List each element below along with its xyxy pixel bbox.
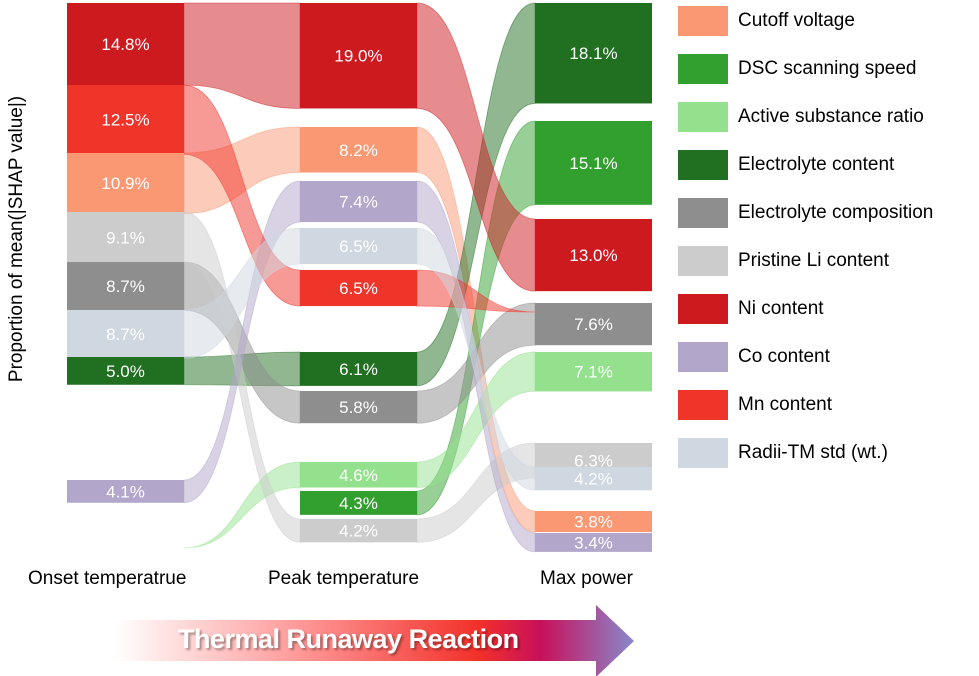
node-value-label: 18.1% [569,44,617,63]
node-value-label: 5.8% [339,398,378,417]
flow-ni-content-1-2 [183,2,301,109]
node-value-label: 12.5% [101,111,149,130]
node-value-label: 8.2% [339,141,378,160]
node-pristine-li-content-col1 [67,212,184,263]
legend-item: Pristine Li content [678,243,933,291]
node-value-label: 5.0% [106,362,145,381]
node-pristine-li-content-col2 [300,519,417,543]
node-value-label: 4.1% [106,482,145,501]
y-axis-label: Proportion of mean(|SHAP value|) [6,95,27,383]
legend-item: Electrolyte content [678,147,933,195]
node-radii-tm-std-wt-col1 [67,310,184,359]
legend-item: Mn content [678,387,933,435]
legend-label: Pristine Li content [738,250,890,271]
node-value-label: 6.1% [339,360,378,379]
node-electrolyte-content-col3 [535,3,652,104]
flow-links [183,2,536,553]
thermal-runaway-arrow [115,605,634,676]
legend-swatch [678,390,728,420]
column-label-onset: Onset temperatrue [28,568,187,589]
legend-swatch [678,150,728,180]
legend-swatch [678,54,728,84]
legend-swatch [678,294,728,324]
legend-label: Active substance ratio [738,106,924,127]
legend-item: Co content [678,339,933,387]
node-value-label: 9.1% [106,228,145,247]
node-value-label: 6.3% [574,451,613,470]
legend-swatch [678,198,728,228]
node-value-label: 8.7% [106,277,145,296]
legend-swatch [678,438,728,468]
node-ni-content-col2 [300,3,417,109]
legend-label: Mn content [738,394,832,415]
node-cutoff-voltage-col3 [535,511,652,533]
node-value-label: 10.9% [101,174,149,193]
node-cutoff-voltage-col1 [67,153,184,214]
legend-item: Ni content [678,291,933,339]
node-value-label: 7.1% [574,363,613,382]
node-value-label: 13.0% [569,246,617,265]
legend-item: Radii-TM std (wt.) [678,435,933,483]
node-value-label: 3.8% [574,513,613,532]
node-electrolyte-composition-col1 [67,262,184,311]
legend-item: Electrolyte composition [678,195,933,243]
node-ni-content-col3 [535,219,652,292]
legend-label: Electrolyte content [738,154,895,175]
node-value-label: 4.6% [339,466,378,485]
node-value-label: 19.0% [334,47,382,66]
legend-swatch [678,342,728,372]
nodes: 14.8% 12.5% 10.9% 9.1% 8.7% 8.7% 5.0% 4.1% 19.0%… [67,3,652,552]
node-electrolyte-composition-col3 [535,303,652,346]
node-value-label: 15.1% [569,154,617,173]
node-co-content-col2 [300,181,417,223]
legend-item: Active substance ratio [678,99,933,147]
node-co-content-col1 [67,480,184,503]
column-label-peak: Peak temperature [268,568,420,589]
node-active-substance-ratio-col2 [300,462,417,488]
legend: Cutoff voltage DSC scanning speed Active s… [678,3,933,483]
legend-item: Cutoff voltage [678,3,933,51]
node-electrolyte-content-col2 [300,352,417,386]
node-electrolyte-composition-col2 [300,391,417,424]
legend-label: Electrolyte composition [738,202,934,223]
node-cutoff-voltage-col2 [300,127,417,173]
node-value-label: 6.5% [339,279,378,298]
arrow-label: Thermal Runaway Reaction [178,624,519,654]
node-dsc-scanning-speed-col2 [300,491,417,515]
legend-swatch [678,246,728,276]
node-value-label: 8.7% [106,325,145,344]
column-label-max-power: Max power [540,568,633,589]
node-dsc-scanning-speed-col3 [535,121,652,205]
node-value-label: 7.4% [339,193,378,212]
node-radii-tm-std-wt-col2 [300,228,417,265]
node-electrolyte-content-col1 [67,357,184,385]
legend-swatch [678,102,728,132]
node-active-substance-ratio-col3 [535,352,652,392]
node-radii-tm-std-wt-col3 [535,467,652,491]
node-ni-content-col1 [67,3,184,86]
legend-label: Radii-TM std (wt.) [738,442,888,463]
node-value-label: 14.8% [101,35,149,54]
legend-item: DSC scanning speed [678,51,933,99]
node-value-label: 7.6% [574,315,613,334]
node-value-label: 3.4% [574,533,613,552]
node-co-content-col3 [535,533,652,552]
legend-swatch [678,6,728,36]
legend-label: Co content [738,346,830,367]
legend-label: Ni content [738,298,824,319]
node-mn-content-col2 [300,270,417,307]
node-value-label: 4.2% [574,470,613,489]
node-value-label: 6.5% [339,237,378,256]
legend-label: Cutoff voltage [738,10,855,31]
legend-label: DSC scanning speed [738,58,917,79]
node-value-label: 4.2% [339,522,378,541]
node-value-label: 4.3% [339,494,378,513]
node-mn-content-col1 [67,85,184,155]
